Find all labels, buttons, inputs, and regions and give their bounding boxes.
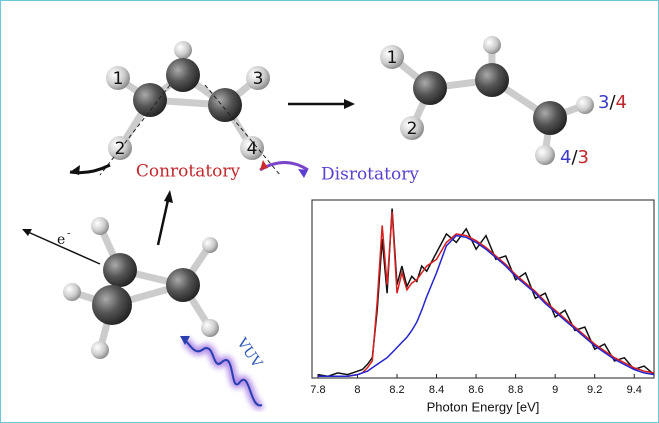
x-axis-label: Photon Energy [eV] xyxy=(427,399,540,414)
atom-pair-part: 4 xyxy=(616,92,627,113)
atom-label: 4 xyxy=(247,139,258,159)
atom-pair-part: 3 xyxy=(598,92,609,113)
electron-charge: - xyxy=(67,229,70,240)
x-tick-label: 9.2 xyxy=(587,384,602,396)
figure-canvas: Conrotatory Disrotatory e - VUV 7.8 8 8.2 8… xyxy=(0,0,659,423)
atom-pair-part: 4 xyxy=(560,147,571,168)
x-tick-label: 8.6 xyxy=(468,384,483,396)
x-tick-label: 8.4 xyxy=(429,384,444,396)
arrowhead xyxy=(298,169,308,178)
arrowhead xyxy=(164,190,173,203)
atoms-right xyxy=(380,36,594,165)
electron-label: e xyxy=(57,232,65,248)
x-tick-label: 8.2 xyxy=(389,384,404,396)
atom-label: 1 xyxy=(387,48,398,68)
conrotatory-label: Conrotatory xyxy=(136,162,241,182)
x-tick-label: 9 xyxy=(552,384,558,396)
atom-pair-label: 3/4 xyxy=(598,92,627,113)
atom-label: 1 xyxy=(113,69,124,89)
atom-pair-part: 3 xyxy=(578,147,589,168)
atom-label: 3 xyxy=(253,69,264,89)
x-tick-label: 7.8 xyxy=(310,384,325,396)
x-tick-label: 8.8 xyxy=(508,384,523,396)
atom-label: 2 xyxy=(115,139,126,159)
x-tick-label: 8 xyxy=(354,384,360,396)
atoms-bottom xyxy=(63,217,219,359)
disrotatory-label: Disrotatory xyxy=(321,165,419,185)
ionization-arrow xyxy=(158,200,168,245)
atom-pair-label: 4/3 xyxy=(560,147,589,168)
arrowhead xyxy=(344,99,355,109)
vuv-label: VUV xyxy=(233,335,266,372)
x-tick-label: 9.4 xyxy=(627,384,642,396)
figure: Conrotatory Disrotatory e - VUV 7.8 8 8.2 8… xyxy=(0,0,659,423)
atom-label: 2 xyxy=(407,119,418,139)
rotation-arrow xyxy=(260,163,308,171)
spectrum-plot: 7.8 8 8.2 8.4 8.6 8.8 9 9.2 9.4 xyxy=(310,200,654,396)
